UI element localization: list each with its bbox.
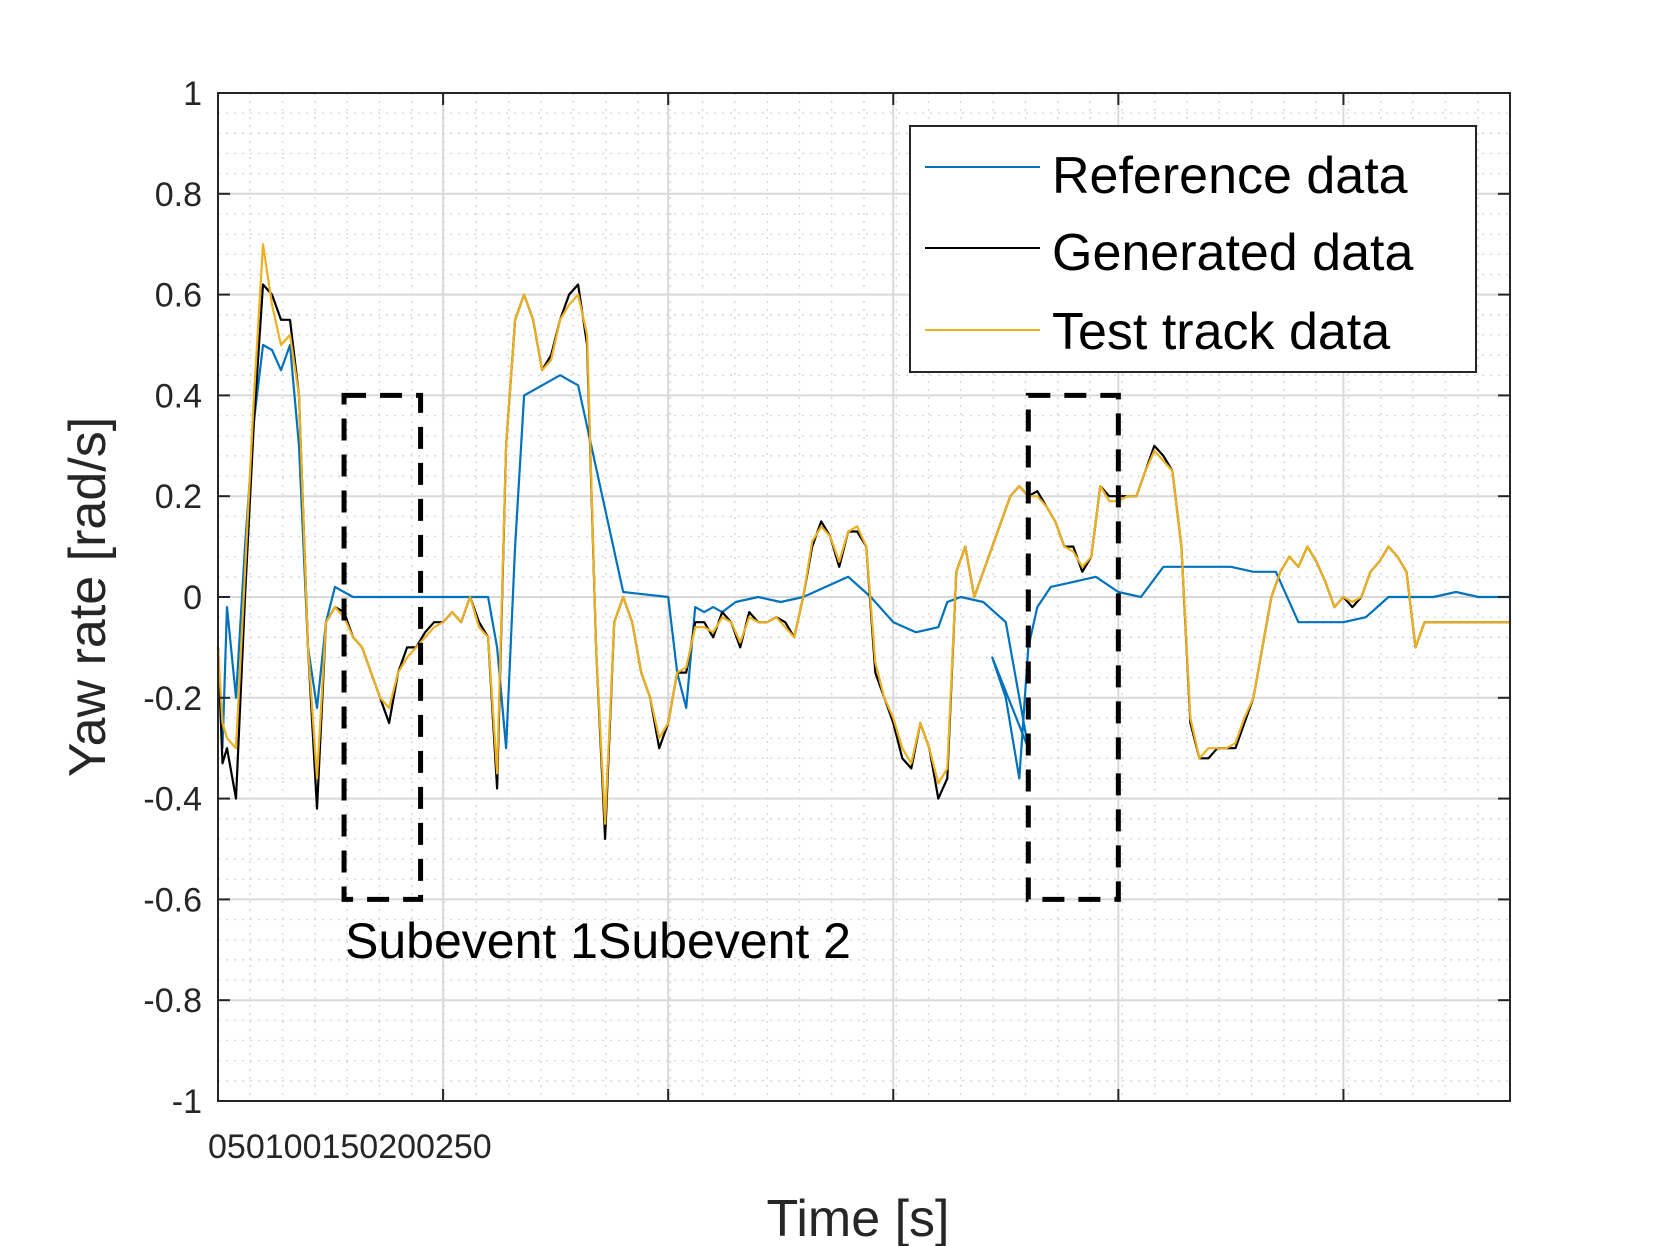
y-axis-label: Yaw rate [rad/s]	[59, 417, 117, 777]
y-tick-labels: 1 0.8 0.6 0.4 0.2 0 -0.2 -0.4 -0.6 -0.8 -1	[143, 75, 202, 1121]
subevent-label-2: Subevent 2	[598, 913, 851, 969]
x-tick-label: 100	[265, 1128, 322, 1166]
subevent-box-1	[341, 392, 424, 902]
x-tick-label: 150	[321, 1128, 378, 1166]
y-tick-label: 0.2	[155, 478, 202, 516]
y-tick-label: 0	[183, 579, 202, 617]
legend-label-test-track: Test track data	[1052, 303, 1390, 361]
x-tick-label: 200	[378, 1128, 435, 1166]
y-tick-label: 0.6	[155, 277, 202, 315]
series-line-test-track	[216, 243, 1510, 825]
y-tick-label: 0.4	[155, 377, 202, 415]
subevent-label-1: Subevent 1	[345, 913, 598, 969]
legend: Reference data Generated data Test track…	[909, 125, 1477, 373]
x-axis-label: Time [s]	[767, 1190, 950, 1246]
y-tick-label: -1	[172, 1083, 202, 1121]
x-tick-label: 0	[208, 1128, 227, 1166]
series-layer	[216, 243, 1510, 841]
series-line-reference	[216, 343, 1510, 780]
legend-label-generated: Generated data	[1052, 224, 1413, 282]
y-tick-label: 0.8	[155, 176, 202, 214]
x-tick-label: 250	[435, 1128, 492, 1166]
annotation-labels: Subevent 1Subevent 2	[345, 913, 851, 969]
y-tick-label: -0.2	[143, 680, 202, 718]
y-tick-label: -0.6	[143, 881, 202, 919]
x-tick-label: 50	[227, 1128, 265, 1166]
subevent-box-2	[1025, 392, 1121, 902]
legend-label-reference: Reference data	[1052, 147, 1408, 205]
y-tick-label: 1	[183, 75, 202, 113]
tick-marks	[217, 92, 1510, 1102]
annotation-layer	[341, 392, 1121, 902]
x-tick-labels: 050100150200250	[208, 1128, 492, 1166]
y-tick-label: -0.8	[143, 982, 202, 1020]
y-tick-label: -0.4	[143, 781, 202, 819]
